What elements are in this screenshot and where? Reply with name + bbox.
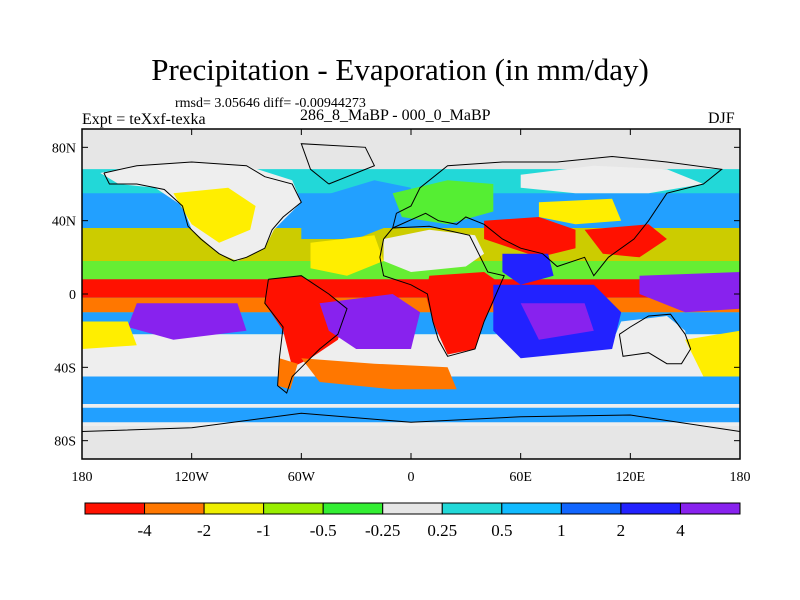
region-io-purple [520,303,594,340]
region-sahara [383,229,485,272]
region-sa-patagonia [277,358,298,390]
coastline-6 [82,412,740,432]
coastline-3 [392,155,723,277]
coastlines [82,143,740,432]
colorbar-label: -4 [137,521,152,540]
region-atlantic-dry [310,235,384,276]
region-n-america-dry [173,187,256,243]
region-s-atlantic-orange [301,358,457,390]
colorbar-label: 1 [557,521,566,540]
coastline-2 [379,225,505,357]
y-axis: 80N 40N 0 40S 80S [52,141,740,450]
y-tick-label: 40N [52,215,76,230]
region-polar-north [82,129,740,170]
region-australia [615,316,689,364]
stats-label: rmsd= 3.05646 diff= -0.00944273 [175,96,366,111]
coastline-5 [300,143,376,185]
coastline-4 [618,313,692,365]
region-polar-south [82,426,740,459]
x-tick-label: 120E [616,470,646,485]
colorbar-label: 0.25 [427,521,457,540]
x-tick-label: 120W [175,470,210,485]
colorbar-swatch [203,502,265,515]
plot-title: Precipitation - Evaporation (in mm/day) [151,52,649,87]
x-tick-label: 180 [72,470,93,485]
colorbar-label: 2 [617,521,626,540]
region-atlantic-purple [319,294,421,349]
subtitle-label: 286_8_MaBP - 000_0_MaBP [300,107,491,124]
x-axis: 180 120W 60W 0 60E 120E 180 [72,129,751,485]
region-arabian-sea [502,253,554,285]
y-tick-label: 40S [54,361,76,376]
colorbar-swatch [679,502,741,515]
region-sh-midlat [82,376,740,404]
region-africa-trop [425,272,503,355]
region-sw-pacific-dry [685,330,740,377]
season-label: DJF [708,110,735,127]
region-antarctic-coast [82,407,740,423]
experiment-label: Expt = teXxf-texka [82,111,206,128]
y-tick-label: 80N [52,141,76,156]
x-tick-label: 0 [408,470,415,485]
region-w-pacific-purple [639,272,740,313]
colorbar-label: -0.25 [365,521,400,540]
region-south-america [264,275,347,368]
region-siberia [520,165,704,194]
colorbar-swatch [322,502,384,515]
colorbar-swatch [501,502,562,515]
colorbar-swatch [84,502,146,515]
colorbar-label: -1 [257,521,271,540]
y-tick-label: 80S [54,435,76,450]
region-s-pacific-yellow [82,321,137,349]
region-asia-dry [538,198,622,225]
x-tick-label: 60E [509,470,532,485]
colorbar-swatch [441,502,503,515]
x-tick-label: 60W [288,470,316,485]
colorbar-swatch [263,502,324,515]
colorbar-label: -2 [197,521,211,540]
colorbar-swatch [560,502,622,515]
colorbar-swatch [144,502,205,515]
region-e-asia [584,224,667,258]
colorbar: -4 -2 -1 -0.5 -0.25 0.25 0.5 1 2 4 [84,502,741,540]
coastline-1 [264,275,348,394]
colorbar-label: -0.5 [310,521,337,540]
colorbar-swatch [620,502,681,515]
colorbar-label: 0.5 [491,521,512,540]
y-tick-label: 0 [69,288,76,303]
region-s-pacific-purple [127,303,247,340]
region-middle-east [484,217,576,258]
x-tick-label: 180 [730,470,751,485]
map-fill-regions [82,129,740,459]
coastline-0 [103,161,302,262]
region-north-atlantic [301,180,411,239]
colorbar-label: 4 [676,521,685,540]
colorbar-swatch [382,502,443,515]
